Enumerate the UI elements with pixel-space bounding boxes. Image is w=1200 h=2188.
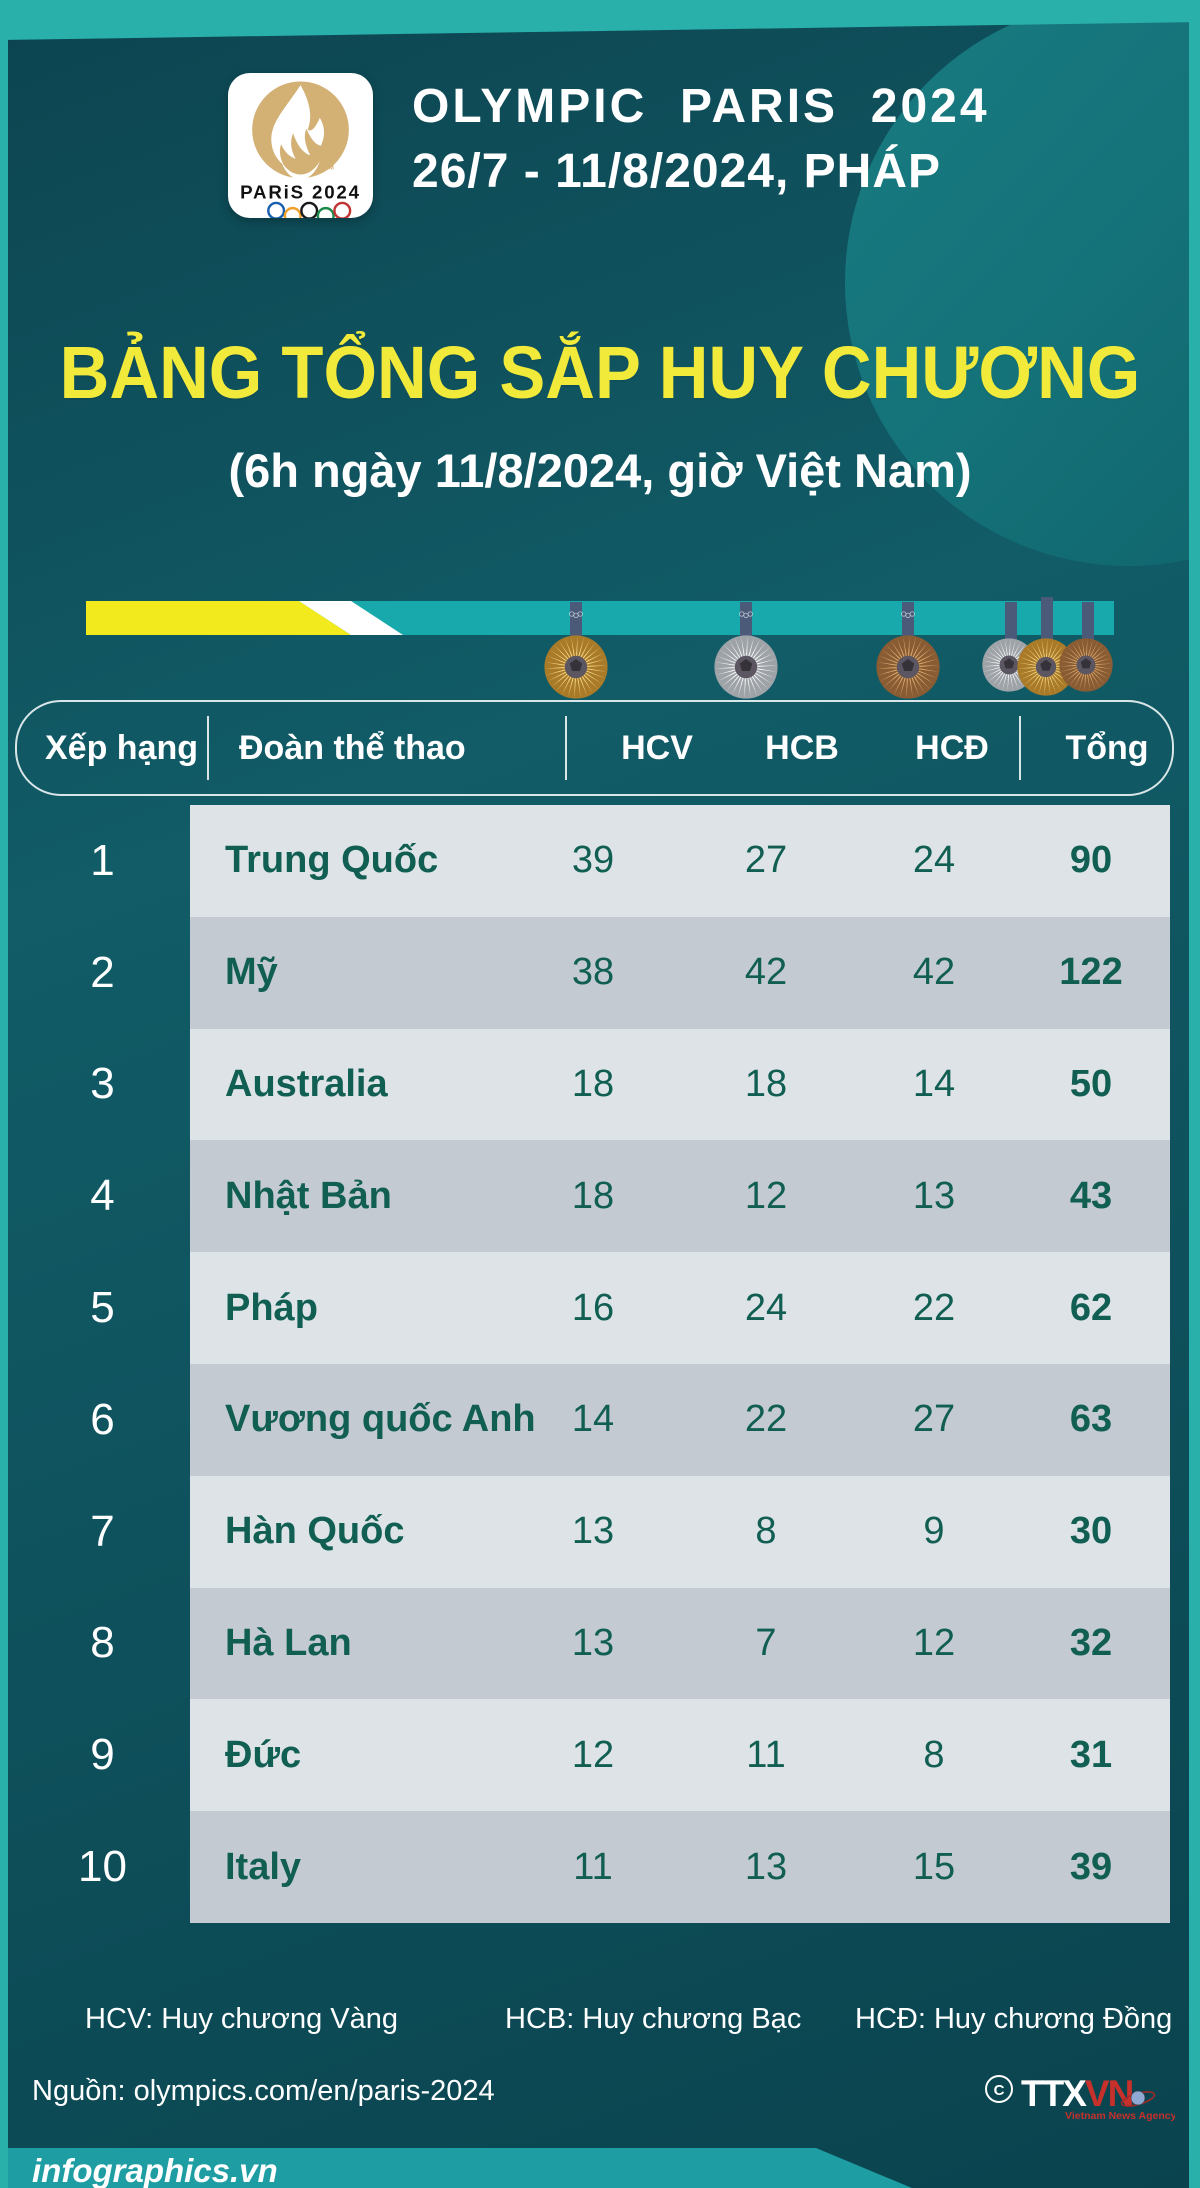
svg-text:C: C: [994, 2082, 1005, 2099]
svg-text:PARiS 2024: PARiS 2024: [240, 182, 361, 203]
svg-text:Vietnam News Agency: Vietnam News Agency: [1065, 2110, 1175, 2122]
svg-text:TM: TM: [325, 166, 334, 172]
svg-text:TTXVN: TTXVN: [1021, 2073, 1133, 2114]
